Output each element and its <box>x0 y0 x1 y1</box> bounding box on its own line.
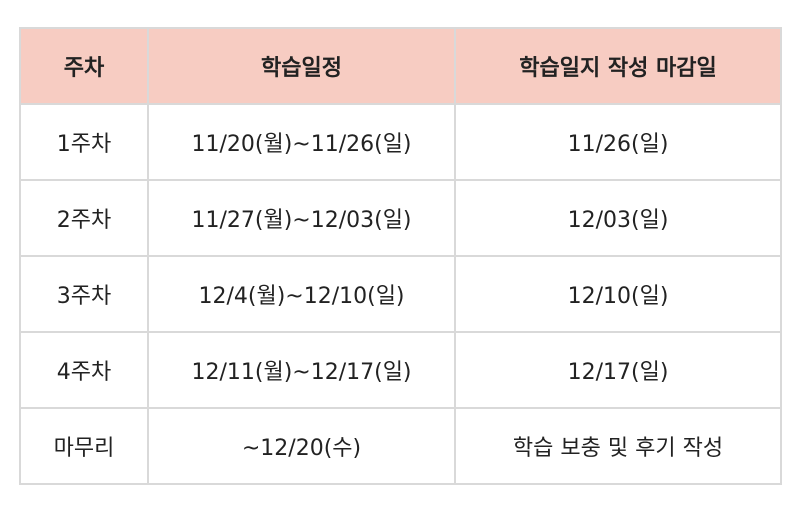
cell-week: 4주차 <box>19 331 149 409</box>
table-row: 1주차 11/20(월)~11/26(일) 11/26(일) <box>19 103 782 181</box>
table-row: 2주차 11/27(월)~12/03(일) 12/03(일) <box>19 179 782 257</box>
table-header: 주차 학습일정 학습일지 작성 마감일 <box>19 27 782 105</box>
cell-deadline: 12/03(일) <box>454 179 782 257</box>
table-body: 1주차 11/20(월)~11/26(일) 11/26(일) 2주차 11/27… <box>19 103 782 485</box>
header-row: 주차 학습일정 학습일지 작성 마감일 <box>19 27 782 105</box>
table-row: 3주차 12/4(월)~12/10(일) 12/10(일) <box>19 255 782 333</box>
cell-week: 3주차 <box>19 255 149 333</box>
cell-schedule: 11/27(월)~12/03(일) <box>147 179 456 257</box>
header-study-schedule: 학습일정 <box>147 27 456 105</box>
cell-deadline: 11/26(일) <box>454 103 782 181</box>
cell-deadline: 12/17(일) <box>454 331 782 409</box>
header-journal-deadline: 학습일지 작성 마감일 <box>454 27 782 105</box>
cell-schedule: 12/11(월)~12/17(일) <box>147 331 456 409</box>
schedule-table: 주차 학습일정 학습일지 작성 마감일 1주차 11/20(월)~11/26(일… <box>19 27 782 485</box>
cell-deadline: 12/10(일) <box>454 255 782 333</box>
table-row: 4주차 12/11(월)~12/17(일) 12/17(일) <box>19 331 782 409</box>
cell-week: 1주차 <box>19 103 149 181</box>
cell-deadline: 학습 보충 및 후기 작성 <box>454 407 782 485</box>
cell-week: 2주차 <box>19 179 149 257</box>
cell-week: 마무리 <box>19 407 149 485</box>
cell-schedule: 11/20(월)~11/26(일) <box>147 103 456 181</box>
header-week: 주차 <box>19 27 149 105</box>
cell-schedule: 12/4(월)~12/10(일) <box>147 255 456 333</box>
table-row: 마무리 ~12/20(수) 학습 보충 및 후기 작성 <box>19 407 782 485</box>
cell-schedule: ~12/20(수) <box>147 407 456 485</box>
